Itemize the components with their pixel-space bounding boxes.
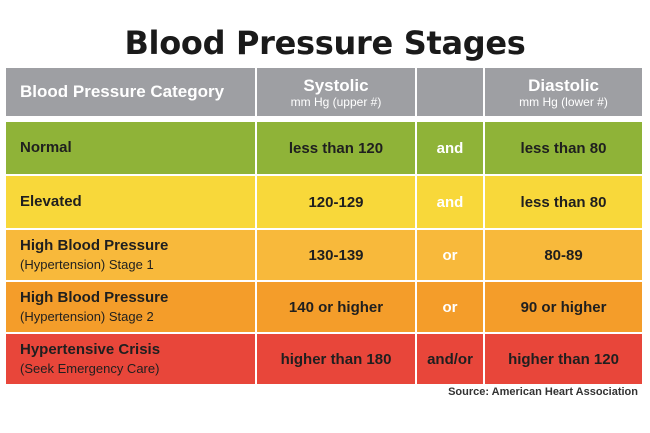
category-label: Hypertensive Crisis xyxy=(20,341,161,358)
connector-label: or xyxy=(417,230,485,280)
table-row: High Blood Pressure (Hypertension) Stage… xyxy=(6,228,642,280)
header-diastolic: Diastolic mm Hg (lower #) xyxy=(485,68,642,116)
category-cell: High Blood Pressure (Hypertension) Stage… xyxy=(6,230,257,280)
diastolic-value: higher than 120 xyxy=(508,350,619,368)
systolic-value: 140 or higher xyxy=(257,282,417,332)
header-category: Blood Pressure Category xyxy=(6,68,257,116)
diastolic-value: less than 80 xyxy=(520,139,607,157)
diastolic-value: less than 80 xyxy=(520,193,607,211)
category-cell: High Blood Pressure (Hypertension) Stage… xyxy=(6,282,257,332)
systolic-value: 130-139 xyxy=(257,230,417,280)
table-row: High Blood Pressure (Hypertension) Stage… xyxy=(6,280,642,332)
category-cell: Elevated xyxy=(6,176,257,228)
table-row: Elevated 120-129 and less than 80 xyxy=(6,174,642,228)
systolic-value: higher than 180 xyxy=(257,334,417,384)
table-row: Hypertensive Crisis (Seek Emergency Care… xyxy=(6,332,642,384)
table-header: Blood Pressure Category Systolic mm Hg (… xyxy=(6,68,642,116)
systolic-value: 120-129 xyxy=(257,176,417,228)
header-diastolic-unit: mm Hg (lower #) xyxy=(519,94,608,109)
category-label: High Blood Pressure xyxy=(20,289,169,306)
connector-label: or xyxy=(417,282,485,332)
category-cell: Normal xyxy=(6,122,257,174)
header-diastolic-label: Diastolic xyxy=(528,75,599,95)
diastolic-value: 80-89 xyxy=(544,246,583,264)
category-label: Normal xyxy=(20,139,72,156)
table-row: Normal less than 120 and less than 80 xyxy=(6,120,642,174)
header-systolic-label: Systolic xyxy=(303,75,369,95)
category-cell: Hypertensive Crisis (Seek Emergency Care… xyxy=(6,334,257,384)
category-sublabel: (Hypertension) Stage 2 xyxy=(20,309,154,324)
systolic-value: less than 120 xyxy=(257,122,417,174)
connector-label: and xyxy=(417,122,485,174)
header-systolic-unit: mm Hg (upper #) xyxy=(290,94,382,109)
category-label: Elevated xyxy=(20,193,82,210)
category-sublabel: (Hypertension) Stage 1 xyxy=(20,257,154,272)
connector-label: and/or xyxy=(417,334,485,384)
page-title: Blood Pressure Stages xyxy=(124,24,526,62)
source-note: Source: American Heart Association xyxy=(448,386,638,398)
diastolic-value: 90 or higher xyxy=(520,298,607,316)
category-sublabel: (Seek Emergency Care) xyxy=(20,361,160,376)
header-connector xyxy=(417,68,485,116)
category-label: High Blood Pressure xyxy=(20,237,169,254)
header-systolic: Systolic mm Hg (upper #) xyxy=(257,68,417,116)
connector-label: and xyxy=(417,176,485,228)
